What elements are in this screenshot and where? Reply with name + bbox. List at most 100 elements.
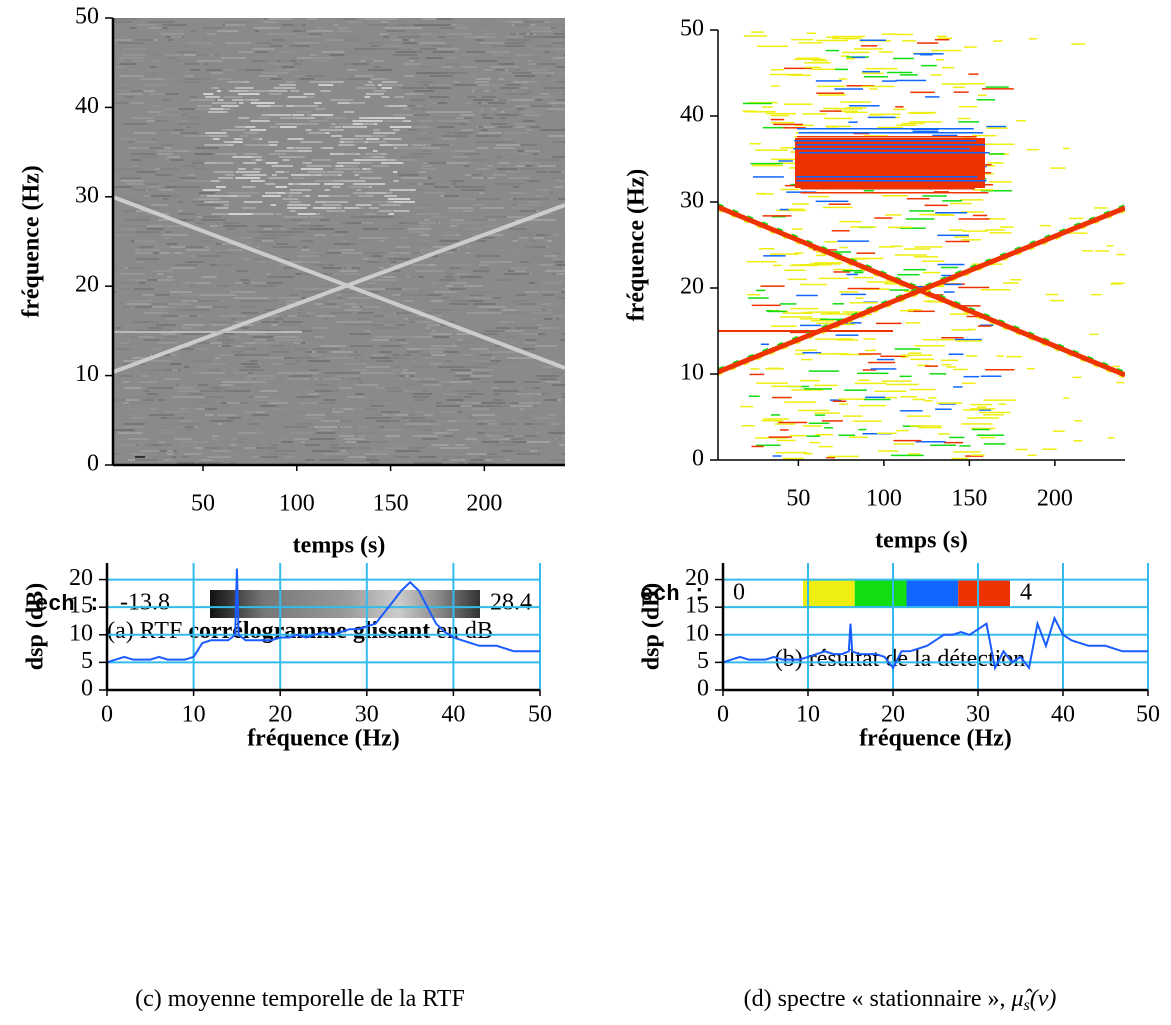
texture	[136, 69, 147, 71]
texture	[519, 168, 543, 170]
texture	[305, 417, 318, 419]
texture	[535, 375, 559, 377]
texture	[471, 408, 493, 410]
texture	[243, 258, 250, 260]
texture	[520, 375, 535, 377]
texture	[312, 57, 334, 59]
texture	[132, 357, 152, 359]
texture	[389, 210, 410, 212]
texture	[185, 150, 202, 152]
texture	[150, 306, 168, 308]
detection	[752, 176, 784, 178]
detection	[838, 78, 848, 80]
detection	[818, 445, 833, 448]
texture	[192, 285, 201, 287]
texture	[423, 24, 448, 26]
texture	[535, 195, 543, 197]
detection	[899, 410, 923, 412]
texture	[289, 294, 299, 296]
texture	[238, 93, 260, 95]
texture	[506, 450, 530, 452]
detection	[841, 323, 856, 326]
texture	[187, 219, 197, 221]
texture	[496, 204, 511, 206]
texture	[315, 213, 321, 215]
texture	[498, 189, 509, 191]
texture	[170, 267, 190, 269]
texture	[553, 33, 565, 35]
texture	[478, 354, 492, 356]
texture	[466, 252, 471, 254]
detection	[815, 80, 842, 82]
texture	[406, 348, 421, 350]
texture	[425, 87, 451, 89]
texture	[252, 414, 270, 416]
texture	[305, 444, 321, 446]
texture	[243, 153, 258, 155]
texture	[489, 309, 500, 311]
texture	[359, 447, 371, 449]
texture	[432, 18, 453, 20]
texture	[237, 51, 254, 53]
y-tick-label: 40	[75, 93, 99, 119]
texture	[126, 408, 150, 410]
texture	[138, 282, 146, 284]
detection	[941, 363, 952, 366]
texture	[374, 387, 385, 389]
detection	[767, 310, 787, 313]
y-tick-label: 30	[680, 188, 704, 214]
texture	[411, 378, 421, 380]
texture	[522, 450, 538, 452]
texture	[116, 288, 130, 290]
texture	[262, 375, 275, 377]
detection	[809, 441, 821, 444]
texture	[475, 255, 501, 257]
texture	[563, 333, 565, 335]
texture	[139, 279, 165, 281]
texture	[126, 303, 152, 305]
texture	[249, 402, 269, 404]
texture	[414, 207, 428, 209]
texture	[552, 252, 561, 254]
texture	[461, 189, 486, 191]
texture	[256, 42, 271, 44]
texture	[431, 309, 452, 311]
texture	[556, 81, 565, 83]
texture	[123, 306, 131, 308]
texture	[390, 342, 401, 344]
detection	[772, 264, 782, 267]
texture	[214, 294, 237, 296]
detection	[972, 189, 994, 191]
texture	[210, 66, 216, 68]
texture	[324, 189, 330, 191]
texture	[207, 456, 231, 458]
texture	[546, 309, 556, 311]
detection	[926, 300, 939, 303]
texture	[375, 153, 388, 155]
chirp	[718, 210, 1125, 376]
detection	[856, 252, 876, 254]
texture	[267, 33, 292, 35]
texture	[159, 339, 176, 341]
texture	[265, 273, 271, 275]
texture	[421, 165, 433, 167]
detection	[1063, 397, 1070, 399]
texture	[561, 291, 565, 293]
texture	[282, 159, 290, 161]
texture	[247, 333, 266, 335]
detection	[804, 66, 821, 69]
texture	[559, 120, 565, 122]
detection	[832, 110, 858, 112]
detection	[933, 191, 949, 193]
detection	[797, 156, 975, 158]
detection	[954, 236, 970, 238]
texture	[150, 66, 157, 68]
texture	[177, 213, 197, 215]
texture	[220, 336, 230, 338]
texture	[183, 453, 202, 455]
texture	[313, 393, 319, 395]
y-axis-label: fréquence (Hz)	[19, 165, 45, 318]
x-tick-label: 40	[441, 702, 465, 728]
texture	[515, 54, 534, 56]
detection-band	[795, 138, 985, 188]
